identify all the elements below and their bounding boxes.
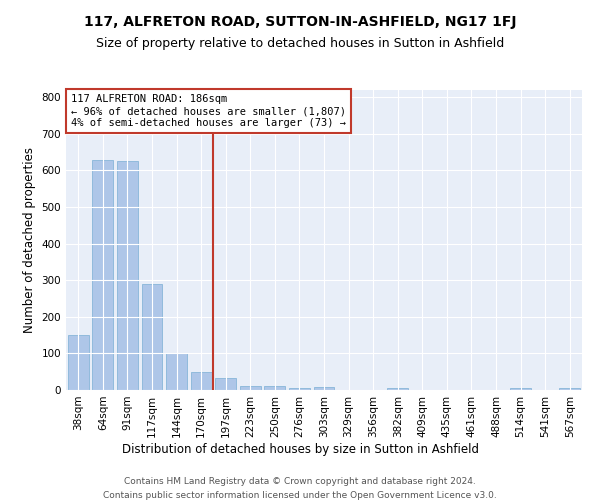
Bar	[191, 372, 212, 390]
Bar	[510, 388, 531, 390]
Bar	[117, 162, 138, 390]
Text: Contains public sector information licensed under the Open Government Licence v3: Contains public sector information licen…	[103, 491, 497, 500]
Bar	[240, 386, 261, 390]
Text: 117, ALFRETON ROAD, SUTTON-IN-ASHFIELD, NG17 1FJ: 117, ALFRETON ROAD, SUTTON-IN-ASHFIELD, …	[84, 15, 516, 29]
Bar	[166, 354, 187, 390]
Bar	[68, 335, 89, 390]
Bar	[314, 387, 334, 390]
Bar	[387, 388, 408, 390]
Bar	[265, 386, 286, 390]
Text: Distribution of detached houses by size in Sutton in Ashfield: Distribution of detached houses by size …	[121, 442, 479, 456]
Bar	[215, 378, 236, 390]
Bar	[289, 388, 310, 390]
Text: Size of property relative to detached houses in Sutton in Ashfield: Size of property relative to detached ho…	[96, 38, 504, 51]
Bar	[92, 160, 113, 390]
Bar	[559, 388, 580, 390]
Text: Contains HM Land Registry data © Crown copyright and database right 2024.: Contains HM Land Registry data © Crown c…	[124, 478, 476, 486]
Text: 117 ALFRETON ROAD: 186sqm
← 96% of detached houses are smaller (1,807)
4% of sem: 117 ALFRETON ROAD: 186sqm ← 96% of detac…	[71, 94, 346, 128]
Y-axis label: Number of detached properties: Number of detached properties	[23, 147, 36, 333]
Bar	[142, 284, 163, 390]
